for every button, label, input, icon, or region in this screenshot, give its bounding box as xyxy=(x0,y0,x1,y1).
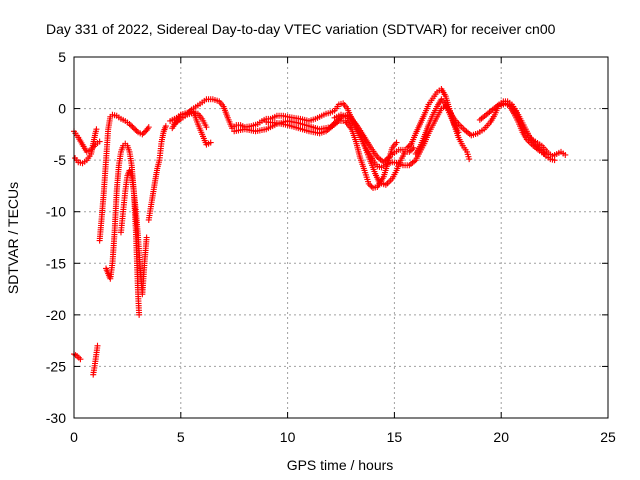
series-track-15 xyxy=(404,85,473,163)
y-axis-title: SDTVAR / TECUs xyxy=(5,182,21,294)
y-tick-label: -25 xyxy=(46,358,66,374)
data-point xyxy=(406,148,413,155)
data-point xyxy=(126,121,133,128)
data-point xyxy=(562,151,569,158)
data-point xyxy=(207,139,214,146)
data-point xyxy=(139,131,146,138)
data-point xyxy=(93,126,100,133)
y-tick-label: 5 xyxy=(58,49,66,65)
data-point xyxy=(96,138,103,145)
x-tick-label: 20 xyxy=(493,429,509,445)
y-tick-label: -30 xyxy=(46,410,66,426)
axes: 0 5 10 15 20 25 5 0 -5 -10 -15 -20 -25 -30 xyxy=(46,49,616,445)
series-track-6 xyxy=(145,123,169,223)
series-track-18 xyxy=(498,100,547,157)
data-point xyxy=(455,129,462,136)
y-tick-label: 0 xyxy=(58,101,66,117)
plot-area xyxy=(71,85,569,378)
series-track-13 xyxy=(263,117,400,191)
data-point xyxy=(162,123,169,130)
data-point xyxy=(410,144,417,151)
data-point xyxy=(367,182,374,189)
data-point xyxy=(365,180,372,187)
data-point xyxy=(551,157,558,164)
data-point xyxy=(94,342,101,349)
x-tick-label: 15 xyxy=(387,429,403,445)
x-tick-label: 10 xyxy=(280,429,296,445)
data-point xyxy=(145,124,152,131)
series-track-8 xyxy=(90,342,101,378)
data-point xyxy=(203,124,210,131)
data-point xyxy=(133,127,140,134)
data-point xyxy=(409,146,416,153)
series-track-3 xyxy=(96,111,152,244)
x-tick-label: 5 xyxy=(177,429,185,445)
x-tick-label: 0 xyxy=(70,429,78,445)
series-track-1 xyxy=(71,128,103,155)
data-point xyxy=(129,123,136,130)
data-point xyxy=(130,125,137,132)
data-point xyxy=(143,234,150,241)
data-point xyxy=(77,356,84,363)
data-point xyxy=(140,129,147,136)
data-point xyxy=(393,139,400,146)
grid xyxy=(74,57,608,418)
x-tick-label: 25 xyxy=(600,429,616,445)
data-point xyxy=(136,311,143,318)
plot-frame xyxy=(73,56,609,419)
data-point xyxy=(407,142,414,149)
data-point xyxy=(405,143,412,150)
series-track-5 xyxy=(117,167,150,298)
data-point xyxy=(407,147,414,154)
x-axis-title: GPS time / hours xyxy=(287,457,394,473)
y-tick-label: -20 xyxy=(46,307,66,323)
series-track-2 xyxy=(72,126,100,167)
series-track-11 xyxy=(171,109,210,131)
y-tick-label: -10 xyxy=(46,204,66,220)
data-point xyxy=(540,150,547,157)
data-point xyxy=(127,122,134,129)
series-track-7 xyxy=(71,351,84,363)
data-point xyxy=(466,156,473,163)
chart-title: Day 331 of 2022, Sidereal Day-to-day VTE… xyxy=(46,21,556,37)
y-tick-label: -15 xyxy=(46,255,66,271)
series-track-16 xyxy=(412,96,462,157)
data-point xyxy=(404,144,411,151)
y-tick-label: -5 xyxy=(54,152,67,168)
data-point xyxy=(132,126,139,133)
data-point xyxy=(368,183,375,190)
